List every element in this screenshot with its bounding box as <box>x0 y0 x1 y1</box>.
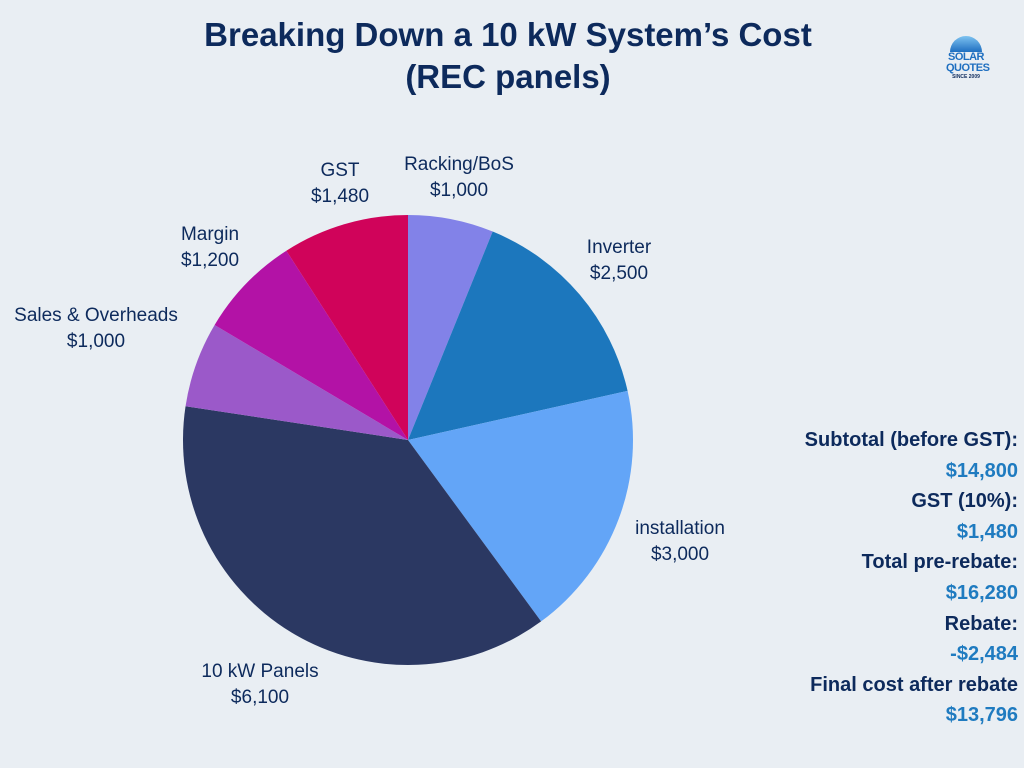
slice-label: 10 kW Panels $6,100 <box>201 659 318 711</box>
title-line-2: (REC panels) <box>405 58 611 95</box>
summary-label: Final cost after rebate <box>810 673 1018 696</box>
slice-label-value: $1,200 <box>180 250 240 271</box>
slice-label-name: Inverter <box>586 237 652 258</box>
title-line-1: Breaking Down a 10 kW System’s Cost <box>204 16 812 53</box>
slice-label-name: Margin <box>180 224 240 245</box>
pie-slice-inverter <box>408 231 628 440</box>
slice-label-value: $6,100 <box>230 687 290 708</box>
slice-label: Racking/BoS $1,000 <box>404 152 514 204</box>
house-dome-icon <box>950 36 982 52</box>
pie-slice-gst <box>286 215 408 440</box>
slice-label: installation $3,000 <box>635 516 725 568</box>
slice-label-name: Racking/BoS <box>404 154 514 175</box>
cost-summary: Subtotal (before GST): $14,800 GST (10%)… <box>805 425 1018 731</box>
slice-label-value: $1,000 <box>429 180 489 201</box>
pie-slice-installation <box>408 390 633 622</box>
slice-label: GST $1,480 <box>311 158 369 210</box>
solarquotes-logo: SOLAR QUOTES SINCE 2009 <box>946 36 990 92</box>
pie-slice-10-kw-panels <box>182 406 542 666</box>
summary-value: -$2,484 <box>950 643 1018 666</box>
slice-label: Inverter $2,500 <box>587 235 651 287</box>
summary-value: $1,480 <box>956 520 1018 543</box>
summary-value: $13,796 <box>945 704 1018 727</box>
summary-value: $14,800 <box>945 459 1018 482</box>
slice-label-value: $1,000 <box>66 331 126 352</box>
slice-label: Margin $1,200 <box>181 222 239 274</box>
chart-title: Breaking Down a 10 kW System’s Cost (REC… <box>0 14 1016 98</box>
slice-label-name: 10 kW Panels <box>201 661 319 682</box>
summary-label: Total pre-rebate: <box>861 551 1018 574</box>
slice-label-name: GST <box>320 160 360 181</box>
slice-label-name: Sales & Overheads <box>14 305 178 326</box>
slice-label-name: installation <box>635 518 725 539</box>
slice-label: Sales & Overheads $1,000 <box>14 303 178 355</box>
pie-slice-sales-overheads <box>185 325 408 440</box>
pie-slice-racking-bos <box>408 215 493 440</box>
summary-label: Rebate: <box>944 612 1018 635</box>
slice-label-value: $1,480 <box>310 186 370 207</box>
slice-label-value: $2,500 <box>589 263 649 284</box>
summary-label: Subtotal (before GST): <box>804 429 1018 451</box>
summary-label: GST (10%): <box>911 490 1018 513</box>
slice-label-value: $3,000 <box>650 544 710 565</box>
summary-value: $16,280 <box>945 581 1018 604</box>
pie-slice-margin <box>214 250 408 440</box>
